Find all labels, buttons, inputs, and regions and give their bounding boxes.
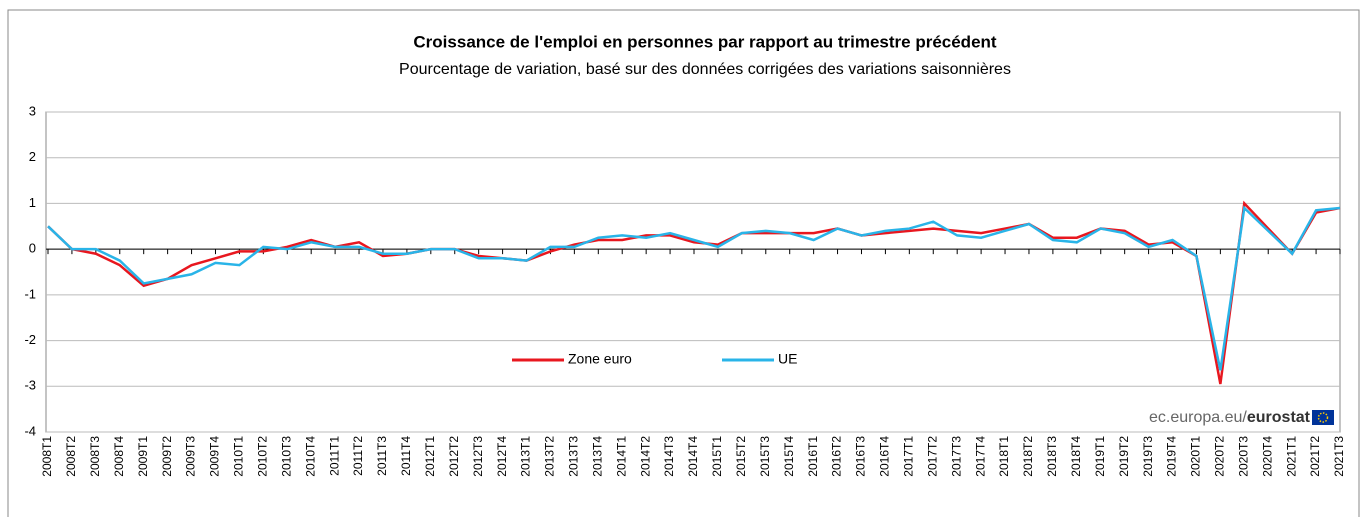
plot-area	[45, 111, 1341, 433]
x-tick-label: 2015T3	[758, 436, 772, 477]
x-tick-label: 2012T4	[495, 436, 509, 477]
x-tick-label: 2018T1	[997, 436, 1011, 477]
x-tick-label: 2014T1	[614, 436, 628, 477]
y-tick-label: 3	[29, 103, 36, 118]
x-tick-label: 2010T4	[303, 436, 317, 477]
x-tick-label: 2012T3	[471, 436, 485, 477]
x-tick-label: 2017T3	[949, 436, 963, 477]
legend-label: UE	[778, 351, 797, 367]
series-line	[47, 200, 1341, 385]
x-tick-label: 2021T1	[1284, 436, 1298, 477]
x-tick-label: 2013T2	[543, 436, 557, 477]
chart-title: Croissance de l'emploi en personnes par …	[413, 32, 997, 51]
eu-flag	[1312, 410, 1334, 425]
x-tick-label: 2013T3	[567, 436, 581, 477]
y-tick-label: -3	[24, 378, 36, 393]
x-tick-label: 2011T3	[375, 436, 389, 476]
x-tick-label: 2009T4	[208, 436, 222, 477]
x-tick-label: 2018T3	[1045, 436, 1059, 477]
x-tick-label: 2014T4	[686, 436, 700, 477]
x-tick-label: 2013T4	[590, 436, 604, 477]
x-tick-label: 2010T2	[256, 436, 270, 477]
x-tick-label: 2017T1	[902, 436, 916, 477]
x-tick-label: 2019T3	[1141, 436, 1155, 477]
x-tick-label: 2011T4	[399, 436, 413, 476]
x-tick-label: 2008T4	[112, 436, 126, 477]
x-tick-label: 2008T1	[40, 436, 54, 477]
y-tick-label: 2	[29, 149, 36, 164]
x-tick-label: 2018T4	[1069, 436, 1083, 477]
y-tick-label: -4	[24, 423, 36, 438]
x-tick-label: 2010T1	[232, 436, 246, 477]
series-line	[47, 205, 1341, 371]
x-tick-label: 2009T3	[184, 436, 198, 477]
x-tick-label: 2019T2	[1117, 436, 1131, 477]
x-tick-label: 2015T2	[734, 436, 748, 477]
x-tick-label: 2012T1	[423, 436, 437, 477]
x-tick-label: 2019T1	[1093, 436, 1107, 477]
x-tick-label: 2015T4	[782, 436, 796, 477]
y-tick-label: 0	[29, 241, 36, 256]
x-tick-label: 2020T1	[1189, 436, 1203, 477]
x-tick-label: 2021T2	[1308, 436, 1322, 477]
source: ec.europa.eu/eurostat	[1149, 409, 1334, 426]
x-tick-label: 2009T1	[136, 436, 150, 477]
x-tick-label: 2014T2	[638, 436, 652, 477]
x-tick-label: 2008T3	[88, 436, 102, 477]
x-tick-label: 2019T4	[1165, 436, 1179, 477]
x-tick-label: 2021T3	[1332, 436, 1346, 477]
x-tick-label: 2009T2	[160, 436, 174, 477]
x-tick-label: 2016T1	[806, 436, 820, 477]
x-tick-label: 2017T4	[973, 436, 987, 477]
x-tick-label: 2018T2	[1021, 436, 1035, 477]
x-tick-label: 2008T2	[64, 436, 78, 477]
y-tick-label: 1	[29, 195, 36, 210]
x-tick-label: 2020T4	[1260, 436, 1274, 477]
eu-stars	[1317, 412, 1329, 423]
y-tick-label: -2	[24, 332, 36, 347]
x-tick-label: 2014T3	[662, 436, 676, 477]
x-tick-label: 2011T1	[327, 436, 341, 476]
x-tick-label: 2020T2	[1213, 436, 1227, 477]
source-brand: eurostat	[1247, 409, 1311, 426]
source-domain: ec.europa.eu/	[1149, 409, 1247, 426]
x-tick-label: 2016T4	[878, 436, 892, 477]
x-tick-label: 2010T3	[279, 436, 293, 477]
source-text: ec.europa.eu/eurostat	[1149, 409, 1311, 426]
x-tick-label: 2012T2	[447, 436, 461, 477]
x-tick-label: 2015T1	[710, 436, 724, 477]
x-tick-label: 2011T2	[351, 436, 365, 476]
x-tick-label: 2020T3	[1236, 436, 1250, 477]
x-tick-label: 2017T2	[925, 436, 939, 477]
chart-subtitle: Pourcentage de variation, basé sur des d…	[399, 61, 1011, 78]
x-tick-label: 2013T1	[519, 436, 533, 477]
x-tick-label: 2016T3	[854, 436, 868, 477]
legend-label: Zone euro	[568, 351, 632, 367]
y-tick-label: -1	[24, 286, 36, 301]
x-tick-label: 2016T2	[830, 436, 844, 477]
